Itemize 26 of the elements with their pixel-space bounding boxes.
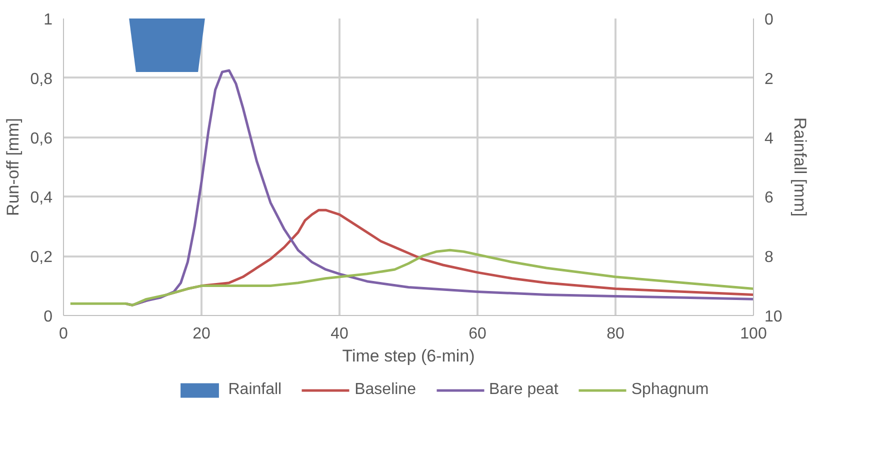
- x-tick-label: 0: [59, 326, 68, 342]
- legend-label: Baseline: [354, 381, 416, 399]
- y-axis-title: Run-off [mm]: [3, 118, 22, 216]
- x-tick-label: 100: [740, 326, 767, 342]
- y-tick-label: 0: [44, 308, 53, 326]
- y-tick-label: 1: [44, 12, 53, 28]
- y2-axis-title: Rainfall [mm]: [790, 117, 810, 217]
- y2-tick-label: 0: [764, 12, 774, 28]
- y-tick-label: 0,4: [30, 190, 53, 207]
- legend-label: Sphagnum: [631, 381, 709, 399]
- line-series: [69, 248, 754, 306]
- y-tick-label: 0,8: [30, 70, 53, 88]
- legend-label: Bare peat: [488, 381, 558, 399]
- y-tick-label: 0,2: [30, 249, 53, 266]
- y2-tick-label: 10: [764, 308, 782, 326]
- legend-label: Rainfall: [228, 381, 282, 399]
- y2-tick-label: 6: [764, 190, 774, 207]
- y-tick-label: 0,6: [30, 130, 53, 148]
- x-tick-label: 60: [468, 326, 486, 342]
- x-axis-title: Time step (6-min): [342, 346, 475, 366]
- x-tick-label: 80: [606, 326, 624, 342]
- y2-tick-label: 2: [764, 70, 774, 88]
- x-tick-label: 40: [330, 326, 348, 342]
- y2-tick-label: 4: [764, 130, 774, 148]
- x-tick-label: 20: [192, 326, 210, 342]
- y2-tick-label: 8: [764, 249, 774, 266]
